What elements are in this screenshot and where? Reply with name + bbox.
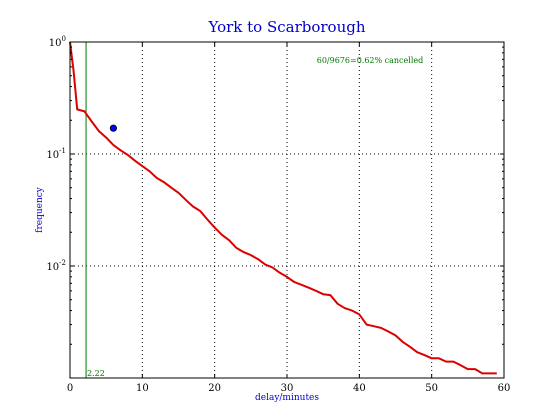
x-tick-label: 10	[136, 383, 149, 394]
threshold-line-group: 2.22	[85, 42, 105, 378]
x-axis-ticks: 0 10 20 30 40 50 60	[67, 42, 511, 394]
series-line	[69, 41, 497, 375]
data-point-marker	[109, 124, 118, 132]
grid	[70, 42, 504, 378]
threshold-label: 2.22	[87, 369, 105, 378]
x-tick-label: 60	[498, 383, 511, 394]
y-tick-label: 100	[49, 35, 66, 49]
y-tick-label: 10-1	[46, 147, 66, 161]
x-tick-label: 20	[208, 383, 221, 394]
y-tick-label: 10-2	[46, 259, 66, 273]
x-axis-label: delay/minutes	[255, 393, 319, 403]
series-group	[69, 41, 497, 375]
x-tick-label: 0	[67, 383, 73, 394]
x-tick-label: 40	[353, 383, 366, 394]
chart-title: York to Scarborough	[207, 18, 365, 36]
y-axis-label: frequency	[35, 186, 45, 233]
x-tick-label: 30	[281, 383, 294, 394]
cancelled-annotation: 60/9676=0.62% cancelled	[317, 56, 423, 65]
y-axis-ticks: 100 10-1 10-2	[46, 35, 504, 345]
x-tick-label: 50	[425, 383, 438, 394]
marker-group	[109, 124, 118, 132]
